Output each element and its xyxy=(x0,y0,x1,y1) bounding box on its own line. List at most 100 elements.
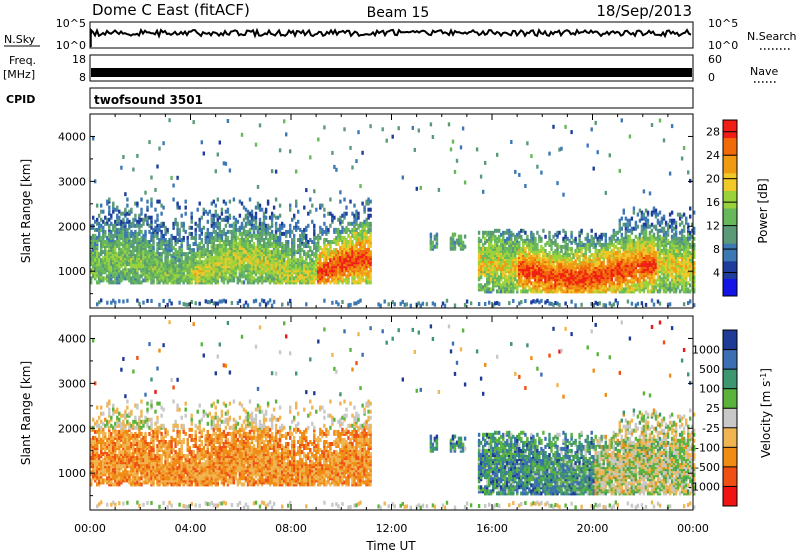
power-cell xyxy=(276,238,280,242)
power-cell xyxy=(584,242,587,247)
power-cell xyxy=(608,301,611,306)
power-cell xyxy=(580,267,583,272)
power-cell xyxy=(130,233,133,238)
power-cell xyxy=(291,238,294,242)
power-cell xyxy=(618,218,621,223)
power-cell xyxy=(337,217,340,222)
power-cell xyxy=(278,227,282,232)
power-cell xyxy=(618,249,621,253)
power-cell xyxy=(624,230,628,235)
power-cell xyxy=(146,207,149,212)
power-cell xyxy=(276,248,280,253)
power-cell xyxy=(222,161,226,166)
power-cell xyxy=(194,258,197,263)
power-cell xyxy=(496,271,499,276)
power-cell xyxy=(323,256,326,261)
power-cell xyxy=(532,281,535,286)
power-cell xyxy=(614,257,617,262)
power-cell xyxy=(564,257,567,262)
power-cell xyxy=(126,268,129,273)
power-cell xyxy=(508,301,511,306)
power-cell xyxy=(142,300,145,305)
power-cell xyxy=(164,246,167,250)
power-cell xyxy=(100,240,103,244)
power-cell xyxy=(319,256,322,261)
power-cell xyxy=(226,215,230,220)
power-cell xyxy=(486,257,489,262)
power-cell xyxy=(108,256,111,261)
power-cell xyxy=(278,235,282,240)
power-cell xyxy=(222,227,226,232)
power-cell xyxy=(272,205,276,210)
power-cell xyxy=(335,278,338,283)
power-cell xyxy=(357,266,360,271)
power-cell xyxy=(433,234,437,239)
power-cell xyxy=(572,253,575,257)
power-cell xyxy=(260,235,264,240)
power-cell xyxy=(626,244,630,249)
power-cell xyxy=(612,302,615,307)
power-cell xyxy=(200,266,203,271)
nsearch-label: N.Search xyxy=(747,30,797,43)
power-cell xyxy=(202,260,205,265)
power-cell xyxy=(260,276,264,281)
power-cell xyxy=(333,227,336,232)
power-cell xyxy=(512,232,515,237)
power-cell xyxy=(331,268,334,273)
power-cell xyxy=(144,238,147,242)
power-cell xyxy=(512,277,515,282)
power-cell xyxy=(592,267,595,272)
power-cell xyxy=(246,248,250,253)
power-cell xyxy=(96,256,99,261)
power-cell xyxy=(295,199,298,204)
power-cell xyxy=(190,225,193,230)
power-cell xyxy=(96,227,99,232)
power-cell xyxy=(357,238,360,242)
power-cell xyxy=(540,238,543,243)
power-cell xyxy=(156,256,159,261)
power-cell xyxy=(564,287,567,292)
freq-trace xyxy=(91,68,692,77)
power-cell xyxy=(102,233,105,238)
power-cell xyxy=(496,277,499,282)
power-cell xyxy=(144,229,147,234)
power-cell xyxy=(556,261,559,266)
power-cell xyxy=(272,244,276,248)
power-cell xyxy=(572,238,575,243)
power-cell xyxy=(281,256,284,261)
power-cell xyxy=(178,276,181,281)
power-cell xyxy=(620,267,623,272)
power-cell xyxy=(256,266,260,271)
power-cell xyxy=(228,168,232,173)
power-cell xyxy=(596,301,599,306)
power-cell xyxy=(182,260,185,265)
power-cell xyxy=(222,256,226,261)
power-cell xyxy=(138,246,141,250)
power-cell xyxy=(176,274,179,279)
power-cell xyxy=(256,184,260,189)
power-cell xyxy=(538,234,541,239)
power-cell xyxy=(94,248,97,253)
power-cell xyxy=(558,287,561,292)
power-cell xyxy=(317,276,320,281)
power-cell xyxy=(194,252,197,257)
power-cell xyxy=(162,205,165,210)
power-cell xyxy=(246,242,250,246)
power-cell xyxy=(492,287,495,292)
power-cell xyxy=(530,242,533,247)
power-cell xyxy=(598,287,601,292)
power-cell xyxy=(234,238,238,242)
power-cell xyxy=(504,238,507,243)
power-cell xyxy=(256,256,260,261)
power-cell xyxy=(160,211,163,216)
power-cell xyxy=(276,276,280,281)
power-cell xyxy=(210,276,213,281)
power-cell xyxy=(150,256,153,261)
power-cell xyxy=(108,217,111,222)
power-cell xyxy=(484,302,487,306)
power-cell xyxy=(536,251,539,255)
power-cell xyxy=(96,221,99,226)
power-cell xyxy=(484,257,487,262)
date-label: 18/Sep/2013 xyxy=(596,2,692,20)
power-cell xyxy=(270,215,274,220)
